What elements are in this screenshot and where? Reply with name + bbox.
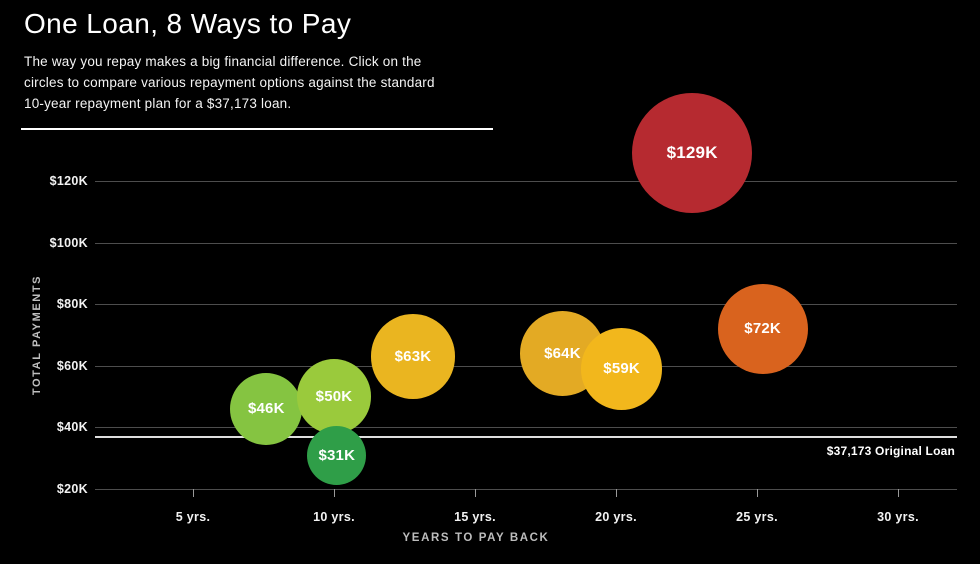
bubble-50k[interactable]: $50K [296,359,372,435]
bubble-31k[interactable]: $31K [307,425,367,485]
chart-description-line: 10-year repayment plan for a $37,173 loa… [24,96,292,111]
bubble-59k[interactable]: $59K [580,328,663,410]
x-tick-label: 25 yrs. [736,510,778,524]
y-tick-label: $60K [56,358,88,373]
chart-description-line: circles to compare various repayment opt… [24,75,435,90]
chart-description-line: The way you repay makes a big financial … [24,54,422,69]
x-tick-label: 15 yrs. [454,510,496,524]
y-axis-label: TOTAL PAYMENTS [31,274,43,396]
gridline-80k [95,304,957,306]
header-divider [21,128,493,130]
chart-description: The way you repay makes a big financial … [24,51,435,114]
x-tick-mark [898,489,899,497]
x-tick-label: 10 yrs. [313,510,355,524]
y-tick-label: $80K [56,297,88,312]
bubble-46k[interactable]: $46K [230,372,303,445]
x-tick-label: 20 yrs. [595,510,637,524]
bubble-72k[interactable]: $72K [717,283,808,374]
x-tick-mark [334,489,335,497]
x-tick-mark [616,489,617,497]
x-axis-label: YEARS TO PAY BACK [402,532,550,544]
bubble-129k[interactable]: $129K [631,93,753,214]
gridline-20k [95,489,957,490]
gridline-40k [95,427,957,429]
x-tick-label: 30 yrs. [877,510,919,524]
x-tick-mark [757,489,758,497]
x-tick-mark [193,489,194,497]
gridline-120k [95,181,957,182]
x-tick-label: 5 yrs. [175,510,211,524]
y-tick-label: $40K [56,420,88,435]
gridline-100k [95,242,957,244]
original-loan-line [95,436,957,439]
x-tick-mark [475,489,476,497]
bubble-63k[interactable]: $63K [370,314,456,399]
page-title: One Loan, 8 Ways to Pay [24,8,352,39]
y-tick-label: $100K [49,235,88,250]
y-tick-label: $120K [49,174,88,188]
y-tick-label: $20K [56,482,88,496]
original-loan-label: $37,173 Original Loan [826,444,955,458]
